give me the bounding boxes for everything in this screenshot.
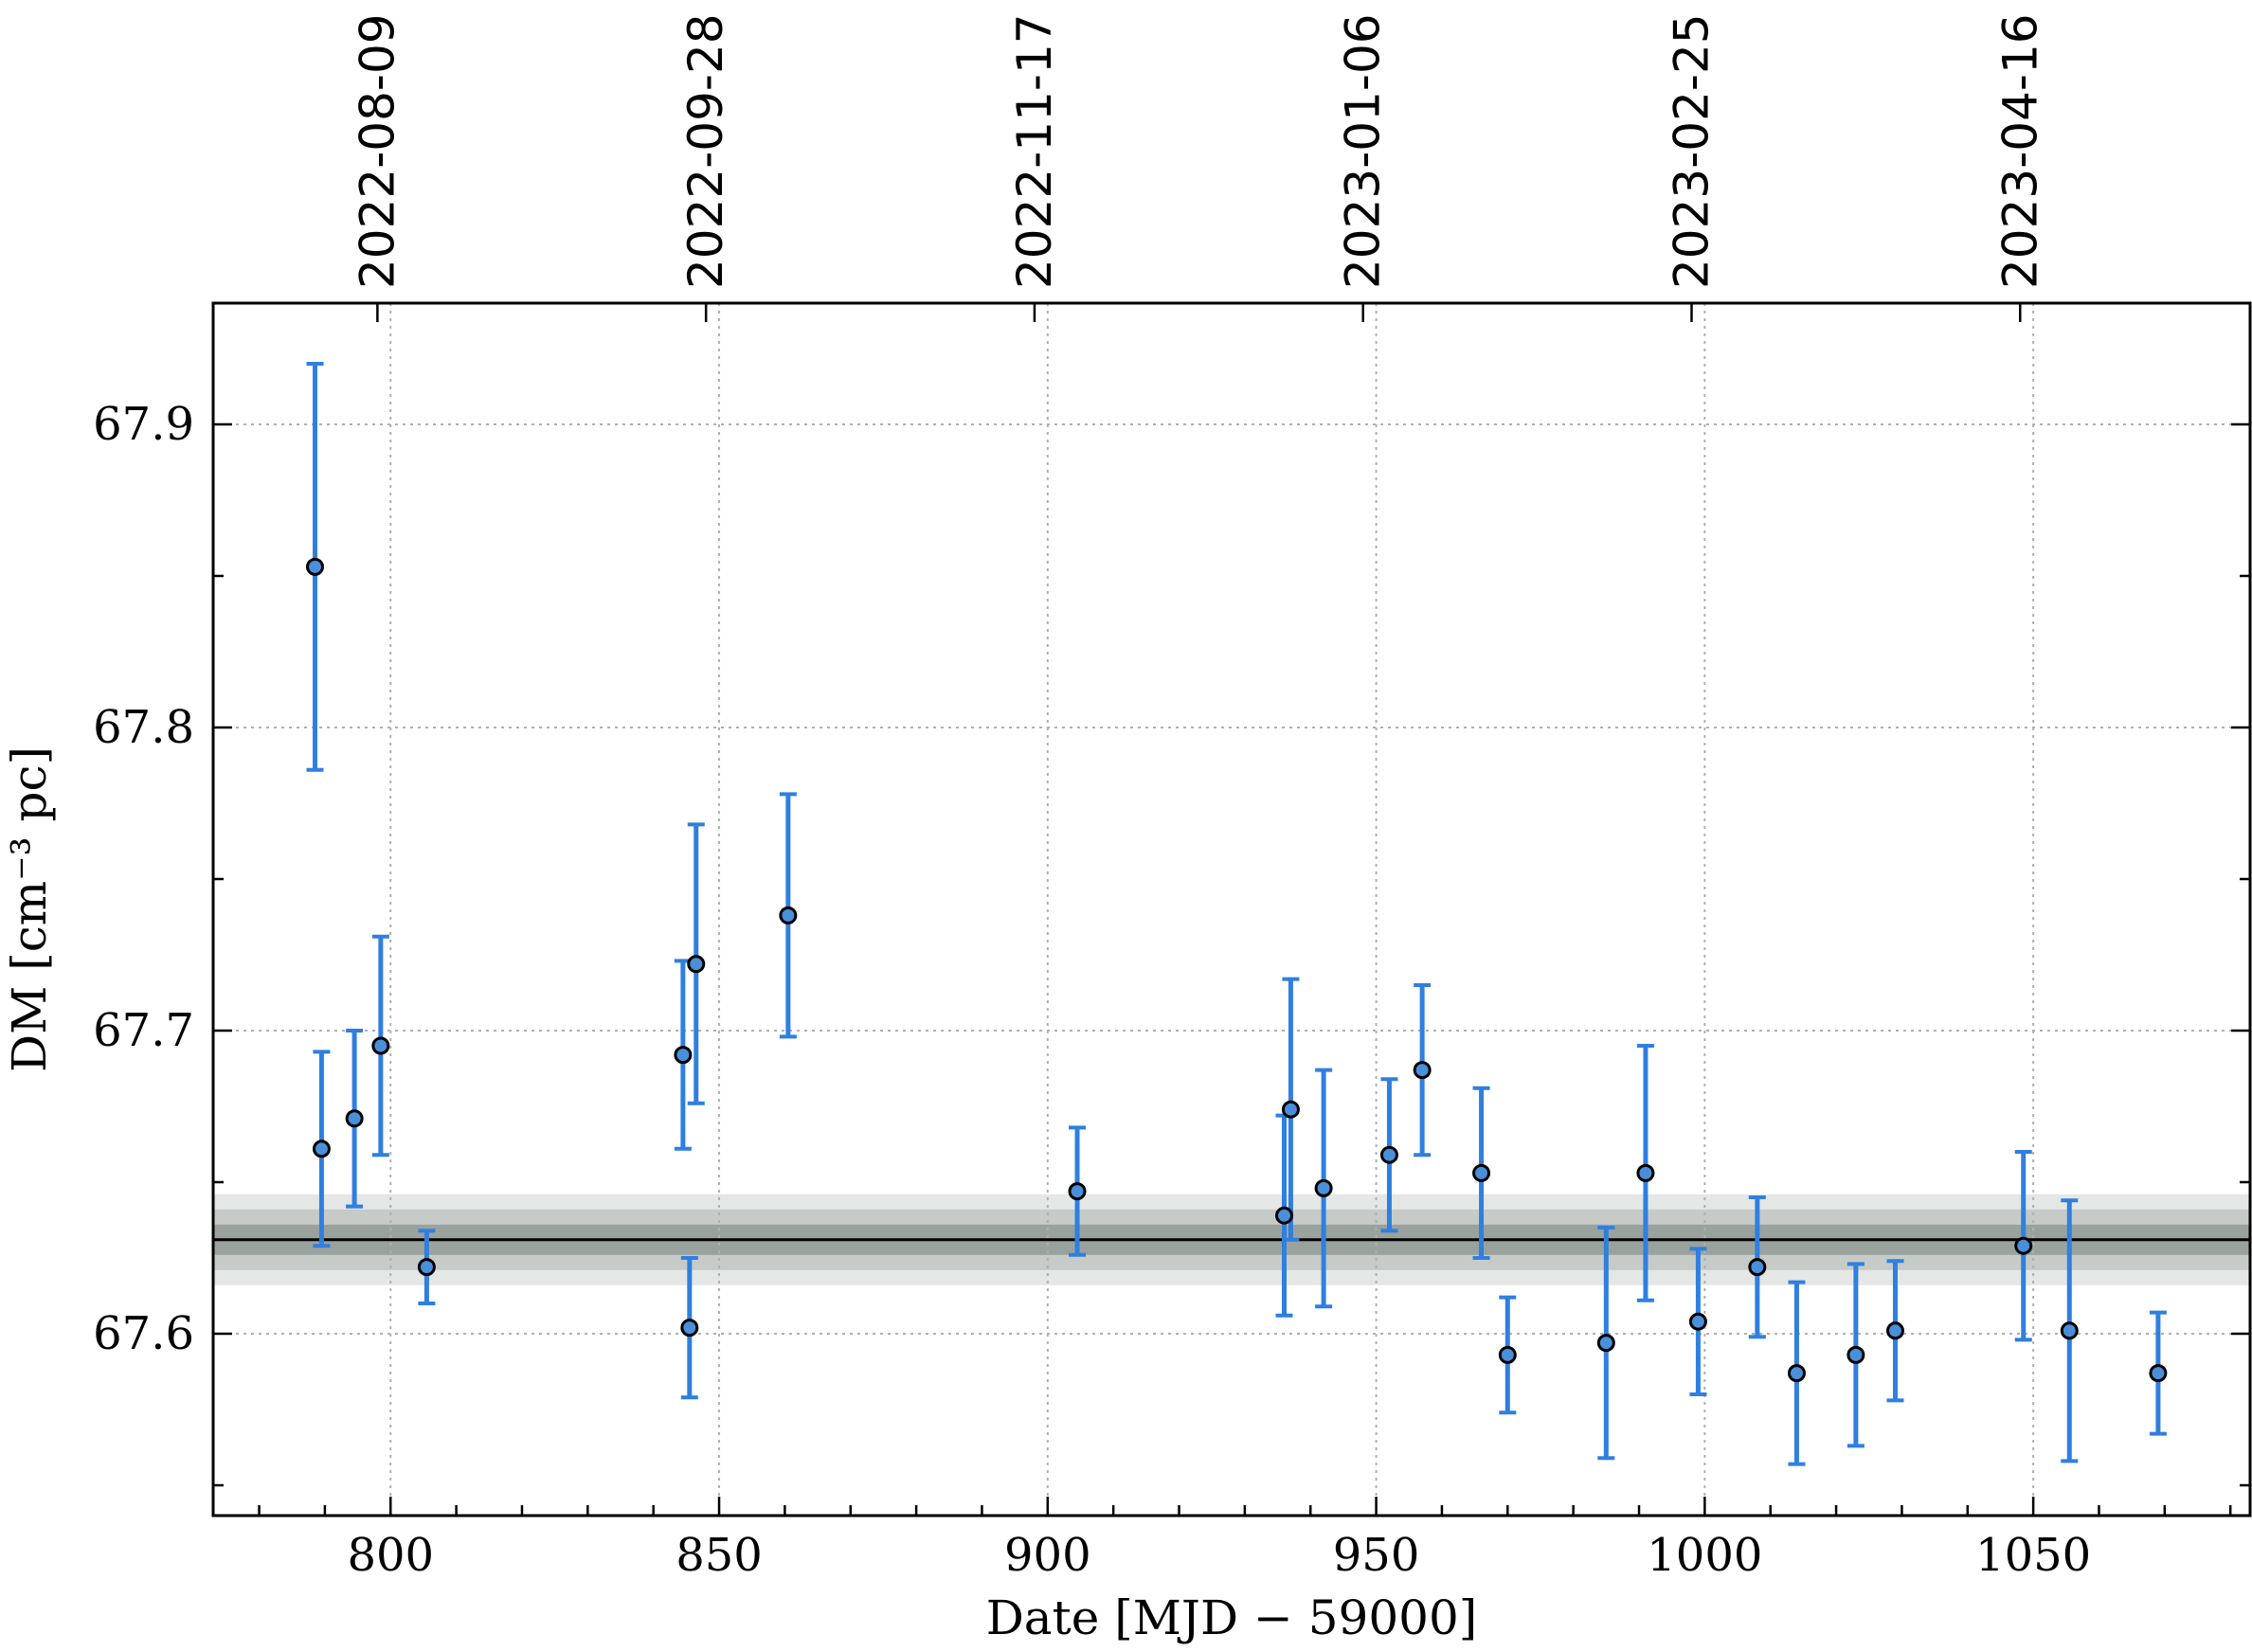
- data-point: [2014, 1236, 2033, 1255]
- data-point: [779, 906, 798, 925]
- data-point: [1847, 1345, 1865, 1364]
- data-point: [371, 1036, 390, 1055]
- data-point: [306, 557, 324, 576]
- y-tick-label: 67.9: [93, 398, 194, 451]
- tick-labels: 800 850 900 950 1000 1050 67.6 67.7 67.8 67.9 2022…: [93, 13, 2091, 1582]
- data-point: [2060, 1321, 2079, 1340]
- data-point: [2149, 1364, 2168, 1383]
- x-tick-label: 900: [1004, 1529, 1091, 1582]
- x-tick-label: 950: [1333, 1529, 1420, 1582]
- data-point: [674, 1046, 693, 1065]
- data-point: [1748, 1258, 1767, 1277]
- data-point: [1688, 1312, 1707, 1331]
- x-tick-label: 800: [347, 1529, 434, 1582]
- x-tick-label: 1050: [1975, 1529, 2091, 1582]
- data-point: [1498, 1345, 1517, 1364]
- data-point: [687, 955, 706, 974]
- error-bars: [306, 362, 2167, 1466]
- plot-frame: [211, 301, 2252, 1517]
- x-tick-label: 1000: [1647, 1529, 1762, 1582]
- top-date-label: 2023-04-16: [1992, 13, 2047, 289]
- data-point: [1068, 1182, 1087, 1201]
- top-date-label: 2022-09-28: [678, 13, 733, 289]
- top-date-label: 2022-08-09: [350, 13, 405, 289]
- data-point: [312, 1140, 331, 1158]
- data-point: [1596, 1334, 1615, 1353]
- data-point: [1413, 1061, 1432, 1080]
- data-point: [680, 1319, 699, 1338]
- top-date-label: 2023-01-06: [1336, 13, 1391, 289]
- y-axis-label: DM [cm⁻³ pc]: [2, 746, 57, 1072]
- grid-lines: [213, 303, 2250, 1516]
- data-point: [1636, 1163, 1655, 1182]
- data-point: [1281, 1100, 1300, 1119]
- axis-ticks: [213, 303, 2250, 1516]
- data-points: [306, 557, 2168, 1383]
- top-date-label: 2023-02-25: [1664, 13, 1719, 289]
- y-tick-label: 67.8: [93, 701, 194, 754]
- data-point: [1787, 1364, 1806, 1383]
- data-point: [1379, 1145, 1398, 1164]
- data-point: [1314, 1178, 1333, 1197]
- data-point: [1274, 1206, 1293, 1225]
- data-point: [345, 1109, 364, 1128]
- x-axis-label: Date [MJD − 59000]: [986, 1590, 1478, 1645]
- top-date-label: 2022-11-17: [1007, 13, 1062, 289]
- x-tick-label: 850: [676, 1529, 763, 1582]
- data-point: [417, 1258, 436, 1277]
- data-point: [1472, 1163, 1491, 1182]
- y-tick-label: 67.7: [93, 1004, 194, 1057]
- y-tick-label: 67.6: [93, 1307, 194, 1360]
- data-point: [1885, 1321, 1904, 1340]
